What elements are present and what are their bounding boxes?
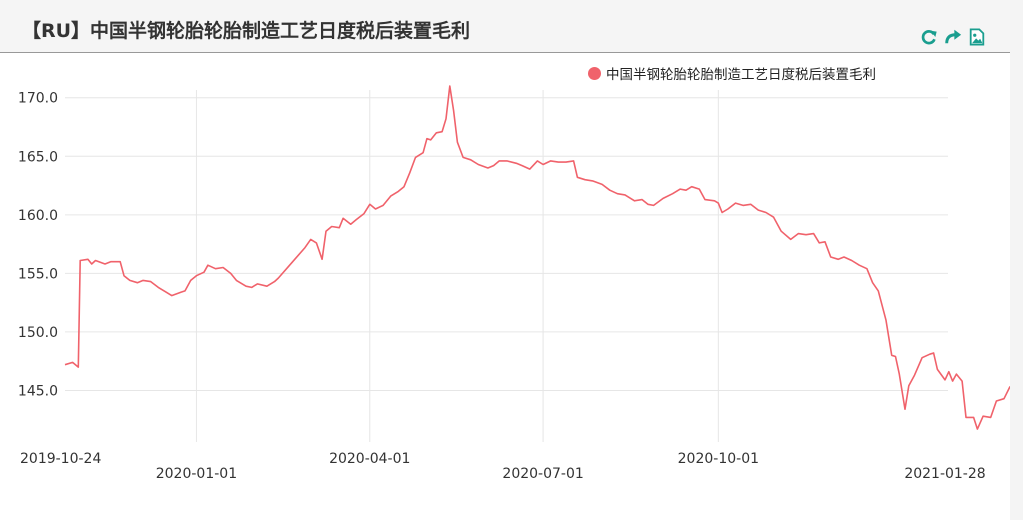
x-tick-label: 2020-10-01 <box>678 451 759 467</box>
share-icon[interactable] <box>944 28 962 46</box>
panel-header: 【RU】中国半钢轮胎轮胎制造工艺日度税后装置毛利 <box>0 0 1010 53</box>
x-axis-labels: 2019-10-24 2020-01-01 2020-04-01 2020-07-01… <box>20 451 986 482</box>
legend-marker <box>588 66 601 80</box>
grid-lines <box>65 90 948 442</box>
series-line[interactable] <box>64 85 1010 442</box>
x-tick-label: 2020-07-01 <box>502 466 583 482</box>
legend[interactable]: 中国半钢轮胎轮胎制造工艺日度税后装置毛利 <box>588 63 876 83</box>
y-tick-label: 170.0 <box>18 91 58 107</box>
page-margin <box>1010 0 1023 520</box>
x-tick-label: 2020-01-01 <box>156 466 237 482</box>
y-tick-label: 160.0 <box>18 208 58 224</box>
x-tick-label: 2019-10-24 <box>20 451 101 467</box>
line-chart: 145.0 150.0 155.0 160.0 165.0 170.0 2019-10-2… <box>18 85 1010 482</box>
y-tick-label: 150.0 <box>18 325 58 341</box>
x-tick-label: 2020-04-01 <box>329 451 410 467</box>
image-export-icon[interactable] <box>968 28 986 46</box>
refresh-icon[interactable] <box>920 28 938 46</box>
y-tick-label: 155.0 <box>18 266 58 282</box>
y-tick-label: 165.0 <box>18 149 58 165</box>
y-axis-labels: 145.0 150.0 155.0 160.0 165.0 170.0 <box>18 91 58 400</box>
toolbar <box>920 28 986 46</box>
x-tick-label: 2021-01-28 <box>904 466 985 482</box>
legend-label: 中国半钢轮胎轮胎制造工艺日度税后装置毛利 <box>606 67 876 83</box>
series-lines <box>64 85 1010 442</box>
y-tick-label: 145.0 <box>18 383 58 399</box>
chart-title: 【RU】中国半钢轮胎轮胎制造工艺日度税后装置毛利 <box>22 20 471 42</box>
